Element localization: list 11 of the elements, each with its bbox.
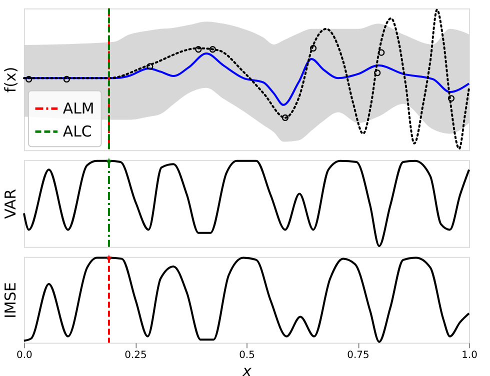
x-tick-label: 0.0 [16,350,32,362]
y-axis-title: IMSE [1,282,20,318]
x-axis-title: x [242,362,252,376]
ref-line-label: ALC [62,122,92,141]
x-tick-label: 0.5 [239,350,255,362]
x-tick-label: 1.0 [462,350,478,362]
y-axis-title: f(x) [1,66,20,93]
ref-line-label: ALM [62,100,94,118]
x-tick-label: 0.25 [124,350,147,362]
x-tick-label: 0.75 [347,350,370,362]
y-axis-title: VAR [1,189,20,219]
